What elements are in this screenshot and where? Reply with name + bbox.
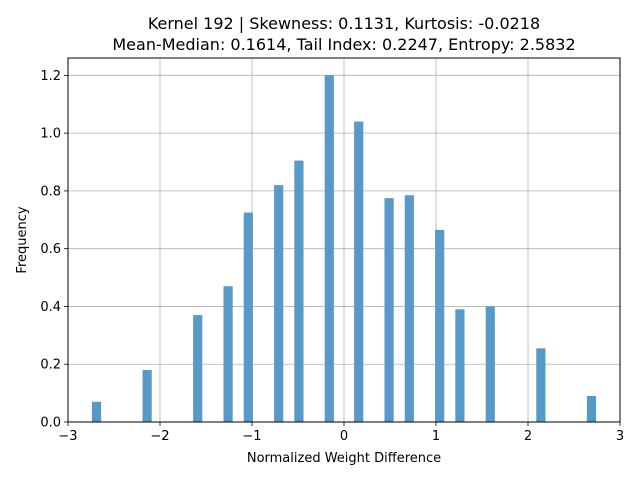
y-tick-label: 0.2 bbox=[40, 358, 61, 373]
x-tick-label: −2 bbox=[150, 429, 169, 444]
histogram-bar bbox=[223, 286, 233, 422]
histogram-bar bbox=[324, 75, 334, 422]
histogram-bar bbox=[586, 396, 597, 422]
x-tick-label: −3 bbox=[58, 429, 77, 444]
histogram-bar bbox=[384, 198, 394, 422]
histogram-bar bbox=[354, 121, 364, 423]
x-tick-label: 3 bbox=[616, 429, 624, 444]
y-tick-label: 0.8 bbox=[40, 184, 61, 199]
y-tick-label: 0.0 bbox=[40, 416, 61, 431]
y-tick-label: 1.2 bbox=[40, 69, 61, 84]
histogram-bar bbox=[142, 370, 152, 422]
bars-layer bbox=[91, 75, 597, 423]
y-axis-ticks: 0.0 0.2 0.4 0.6 0.8 1.0 1.2 bbox=[40, 69, 68, 431]
histogram-bar bbox=[536, 348, 546, 422]
x-tick-label: 1 bbox=[432, 429, 440, 444]
y-tick-label: 1.0 bbox=[40, 127, 61, 142]
chart-title-line-1: Kernel 192 | Skewness: 0.1131, Kurtosis:… bbox=[148, 14, 540, 33]
x-axis-ticks: −3 −2 −1 0 1 2 3 bbox=[58, 422, 624, 444]
chart-title-line-2: Mean-Median: 0.1614, Tail Index: 0.2247,… bbox=[112, 35, 575, 54]
y-axis-label: Frequency bbox=[15, 206, 30, 273]
x-tick-label: −1 bbox=[242, 429, 261, 444]
histogram-bar bbox=[404, 195, 414, 422]
histogram-bar bbox=[435, 229, 445, 422]
histogram-bar bbox=[243, 212, 253, 422]
y-tick-label: 0.6 bbox=[40, 242, 61, 257]
y-tick-label: 0.4 bbox=[40, 300, 61, 315]
histogram-bar bbox=[91, 401, 102, 422]
histogram-bar bbox=[274, 185, 284, 422]
histogram-bar bbox=[193, 315, 203, 422]
histogram-bar bbox=[455, 309, 465, 422]
x-axis-label: Normalized Weight Difference bbox=[247, 451, 441, 466]
x-tick-label: 0 bbox=[340, 429, 348, 444]
x-tick-label: 2 bbox=[524, 429, 532, 444]
histogram-bar bbox=[294, 160, 304, 423]
histogram-bar bbox=[485, 306, 495, 422]
